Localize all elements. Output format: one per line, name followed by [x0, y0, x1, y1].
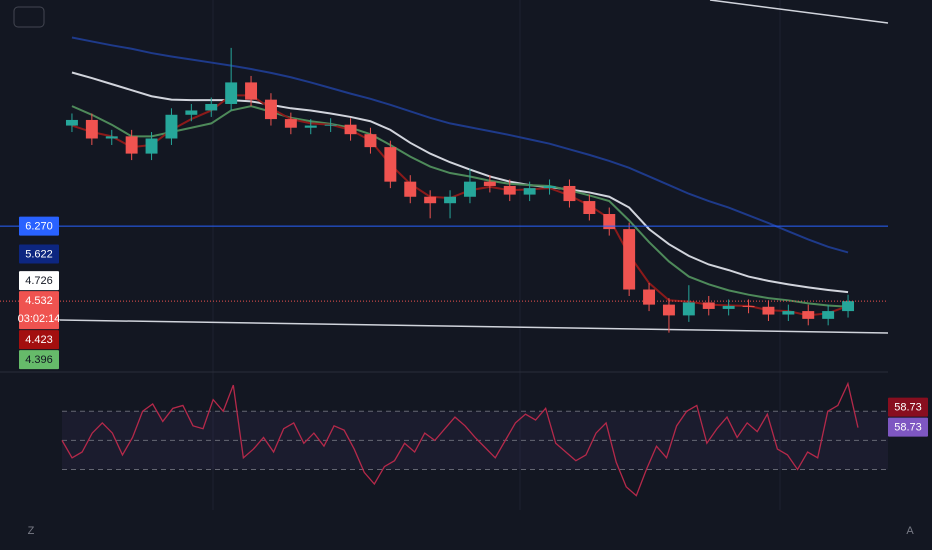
candle-body: [623, 229, 636, 290]
candle-body: [682, 302, 695, 316]
corner-label: A: [906, 525, 914, 537]
candle-body: [463, 181, 476, 197]
candle-body: [364, 134, 377, 148]
candle-body: [563, 185, 576, 202]
candle-body: [782, 311, 795, 315]
candle-body: [822, 311, 835, 319]
candle-body: [205, 103, 218, 111]
price-label: 6.270: [25, 220, 53, 232]
candle-body: [424, 196, 437, 204]
candle-body: [523, 188, 536, 195]
countdown: 03:02:14: [18, 313, 61, 325]
price-label: 5.622: [25, 248, 53, 260]
trendline: [59, 319, 889, 334]
candle-body: [662, 304, 675, 316]
candle-body: [105, 136, 118, 139]
trendline: [709, 0, 889, 24]
candle-body: [324, 124, 337, 126]
candle-body: [264, 99, 277, 120]
candle-body: [404, 181, 417, 197]
candle-body: [384, 147, 397, 182]
moving-average: [71, 105, 849, 308]
candle-body: [304, 125, 317, 128]
price-label: 4.396: [25, 354, 53, 366]
moving-average: [71, 36, 849, 254]
candle-body: [444, 196, 457, 204]
candle-body: [742, 305, 755, 307]
price-label: 58.73: [894, 422, 922, 434]
candle-body: [702, 302, 715, 309]
candle-body: [145, 138, 158, 154]
candle-body: [722, 305, 735, 309]
price-label-box: [19, 244, 59, 264]
price-label: 4.726: [25, 275, 53, 287]
price-label-box: [19, 330, 59, 350]
price-label-box: [19, 216, 59, 236]
candle-body: [185, 110, 198, 115]
candle-body: [85, 119, 98, 139]
candle-body: [842, 301, 855, 312]
candle-body: [762, 306, 775, 315]
corner-label: Z: [28, 525, 35, 537]
candle-body: [125, 136, 138, 154]
candle-body: [344, 124, 357, 135]
toolbar-button[interactable]: [13, 6, 45, 28]
price-label-box: [888, 397, 928, 417]
candle-body: [583, 201, 596, 215]
price-label: 58.73: [894, 402, 922, 414]
price-label: 4.532: [25, 295, 53, 307]
candle-body: [603, 214, 616, 230]
price-label-box: [888, 417, 928, 437]
candle-body: [643, 289, 656, 305]
price-label-box: [19, 350, 59, 370]
candle-body: [165, 114, 178, 139]
candle-body: [225, 82, 238, 104]
price-label-box: [19, 291, 59, 330]
moving-average: [71, 71, 849, 294]
candle-body: [483, 181, 496, 186]
candle-body: [802, 311, 815, 319]
candle-body: [65, 119, 78, 126]
price-label: 4.423: [25, 334, 53, 346]
candle-body: [245, 82, 258, 100]
candle-body: [543, 185, 556, 189]
candle-body: [284, 119, 297, 128]
rsi-line: [61, 381, 859, 497]
moving-average: [71, 94, 849, 317]
price-label-box: [19, 271, 59, 291]
candle-body: [503, 185, 516, 195]
